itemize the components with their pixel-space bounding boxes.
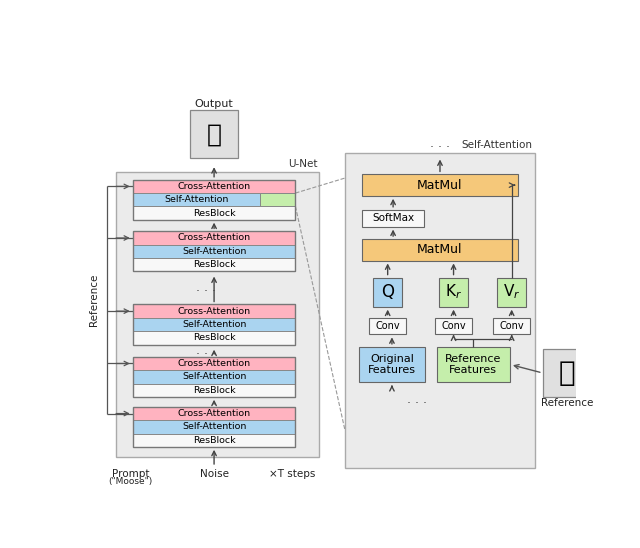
Bar [359,347,425,383]
Bar [362,239,518,260]
Bar [132,180,296,220]
Text: Reference: Reference [89,274,99,326]
Text: Noise: Noise [200,469,228,479]
Bar [439,277,468,307]
Bar [543,349,591,397]
Text: Conv: Conv [376,321,400,331]
Text: . . .: . . . [196,282,216,294]
Text: Prompt: Prompt [111,469,149,479]
Bar [132,357,296,370]
Text: ResBlock: ResBlock [193,333,236,342]
Text: Self-Attention: Self-Attention [164,195,228,204]
Text: 🦌: 🦌 [207,122,221,146]
Bar [369,317,406,334]
Bar [132,357,296,397]
Text: MatMul: MatMul [417,179,463,192]
Text: ResBlock: ResBlock [193,209,236,218]
Bar [132,231,296,271]
Text: . . .: . . . [196,344,216,357]
Bar [132,407,296,420]
Text: Cross-Attention: Cross-Attention [177,182,251,191]
Text: Cross-Attention: Cross-Attention [177,307,251,316]
Bar [132,258,296,271]
Bar [132,305,296,345]
Bar [190,110,238,158]
Bar [132,180,296,193]
Text: Reference
Features: Reference Features [445,353,502,375]
Bar [132,318,296,331]
Bar [132,193,260,207]
Bar [497,277,526,307]
Bar [362,174,518,196]
Text: Output: Output [195,99,234,109]
Text: Cross-Attention: Cross-Attention [177,233,251,242]
Bar [132,384,296,397]
Text: ("Moose"): ("Moose") [108,477,152,486]
Text: Self-Attention: Self-Attention [182,247,246,256]
Bar [132,370,296,384]
Text: ResBlock: ResBlock [193,436,236,445]
Text: ResBlock: ResBlock [193,260,236,269]
Text: . . .: . . . [430,137,450,150]
Bar [373,277,403,307]
Bar [260,193,296,207]
Text: V$_r$: V$_r$ [503,283,520,301]
Bar [132,331,296,345]
Text: Cross-Attention: Cross-Attention [177,409,251,418]
Text: . . .: . . . [407,393,427,406]
Bar [132,433,296,447]
Text: Self-Attention: Self-Attention [182,372,246,381]
Text: ×T steps: ×T steps [269,469,316,479]
Bar [116,172,319,457]
Bar [436,347,510,383]
Bar [362,210,424,227]
Bar [132,305,296,318]
Text: Reference: Reference [541,398,593,408]
Bar [435,317,472,334]
Text: MatMul: MatMul [417,243,463,256]
Bar [345,153,535,469]
Text: Q: Q [381,283,394,301]
Text: Conv: Conv [441,321,466,331]
Text: Conv: Conv [499,321,524,331]
Bar [132,244,296,258]
Text: Original
Features: Original Features [368,353,416,375]
Text: 🦉: 🦉 [558,359,575,387]
Text: Self-Attention: Self-Attention [461,140,532,150]
Bar [132,207,296,220]
Text: U-Net: U-Net [287,159,317,169]
Text: Cross-Attention: Cross-Attention [177,359,251,368]
Bar [132,420,296,433]
Text: SoftMax: SoftMax [372,213,414,223]
Bar [132,407,296,447]
Bar [493,317,531,334]
Text: K$_r$: K$_r$ [445,283,462,301]
Text: Self-Attention: Self-Attention [182,423,246,431]
Bar [132,231,296,244]
Text: ResBlock: ResBlock [193,386,236,395]
Text: Self-Attention: Self-Attention [182,320,246,329]
